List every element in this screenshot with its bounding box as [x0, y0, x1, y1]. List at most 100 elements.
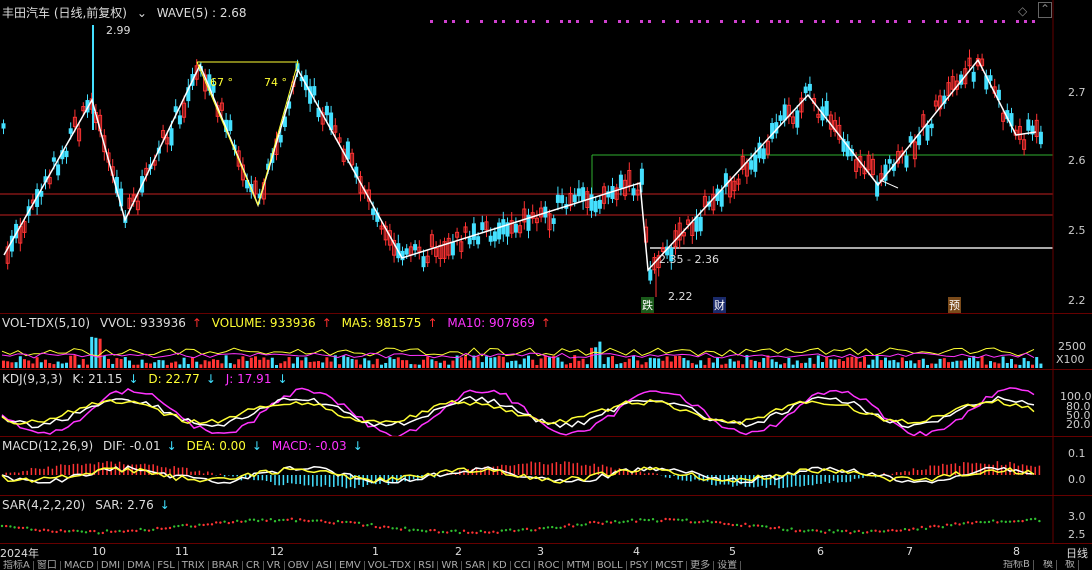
kdj-pane[interactable]: KDJ(9,3,3) K: 21.15 ↓ D: 22.77 ↓ J: 17.91 ↓… [0, 369, 1092, 437]
sar-dot [866, 531, 869, 534]
tab-item[interactable]: EMV [336, 561, 365, 570]
tab-item[interactable]: ASI [313, 561, 336, 570]
volume-bar [1010, 358, 1013, 368]
kdj-chart-canvas[interactable] [0, 370, 1092, 437]
price-chart-canvas[interactable] [0, 0, 1092, 313]
sar-dot [215, 521, 218, 524]
tab-item-right[interactable]: 指标B [1000, 560, 1034, 570]
volume-bar [270, 357, 274, 368]
volume-bar [711, 362, 715, 368]
tab-item[interactable]: WR [438, 561, 463, 570]
sar-dot [5, 524, 8, 528]
sar-dot [954, 522, 957, 525]
event-dot [706, 20, 709, 23]
volume-bar [611, 356, 614, 368]
sar-value: SAR: 2.76 [95, 498, 154, 512]
volume-bar [758, 362, 761, 368]
sar-dot [63, 530, 67, 533]
tab-item[interactable]: VOL-TDX [365, 561, 416, 570]
sar-dot [597, 521, 600, 524]
sar-dot [345, 520, 348, 524]
sar-dot [17, 526, 20, 529]
macd-pane[interactable]: MACD(12,26,9) DIF: -0.01 ↓ DEA: 0.00 ↓ MAC… [0, 436, 1092, 496]
tab-item[interactable]: 窗口 [34, 561, 61, 570]
volume-bar [955, 360, 959, 368]
candle-body [413, 244, 418, 251]
event-marker-forecast[interactable]: 预 [948, 297, 961, 313]
sar-dot [441, 530, 445, 534]
sar-dot [416, 528, 419, 532]
sar-dot [391, 527, 394, 530]
tab-item[interactable]: RSI [415, 561, 439, 570]
volume-bar [581, 358, 585, 368]
volume-chart-canvas[interactable] [0, 314, 1092, 370]
diamond-icon[interactable]: ◇ [1018, 4, 1028, 18]
tab-item[interactable]: DMI [98, 561, 125, 570]
sar-chart-canvas[interactable] [0, 496, 1092, 544]
tab-item[interactable]: 指标A [0, 561, 34, 570]
tab-item[interactable]: TRIX [179, 561, 209, 570]
candle-body [522, 208, 527, 223]
volume-bar [438, 362, 442, 368]
sar-dot [618, 521, 621, 524]
event-marker-financial[interactable]: 财 [713, 297, 726, 313]
volume-bar [98, 338, 102, 368]
candle-body [459, 241, 464, 252]
sar-dot [68, 530, 71, 533]
candle-body [539, 207, 544, 218]
volume-bar [787, 357, 791, 368]
scroll-up-button[interactable]: ⌃ [1038, 2, 1052, 18]
candle-body [933, 100, 938, 107]
tab-item[interactable]: VR [264, 561, 285, 570]
volume-bar [119, 359, 123, 368]
volume-bar [396, 357, 400, 368]
tab-item[interactable]: SAR [462, 561, 490, 570]
tab-item[interactable]: 更多 [687, 561, 715, 570]
sar-dot [420, 529, 424, 532]
candle-body [81, 106, 86, 112]
volume-bar [380, 364, 383, 368]
tab-item[interactable]: BRAR [209, 561, 243, 570]
volume-bar [157, 359, 161, 368]
sar-dot [908, 528, 911, 532]
sar-pane[interactable]: SAR(4,2,2,20) SAR: 2.76 ↓ 3.0 2.5 [0, 495, 1092, 544]
tab-item[interactable]: 设置 [714, 561, 742, 570]
tab-item[interactable]: MACD [61, 561, 98, 570]
tab-item[interactable]: CCI [511, 561, 535, 570]
candle-body [904, 155, 909, 168]
tab-item[interactable]: KD [489, 561, 511, 570]
price-pane[interactable]: 丰田汽车 (日线,前复权) ⌄ WAVE(5) : 2.68 ◇ ⌃ 2.7 2… [0, 0, 1092, 313]
tab-item-right[interactable]: 板 [1062, 560, 1079, 570]
period-label[interactable]: 日线 [1066, 547, 1088, 560]
sar-dot [878, 530, 881, 533]
candle-body [858, 156, 863, 168]
tab-item[interactable]: ROC [535, 561, 564, 570]
volume-bar [405, 360, 409, 368]
tab-item[interactable]: BOLL [594, 561, 627, 570]
chevron-down-icon[interactable]: ⌄ [136, 6, 147, 20]
tab-item[interactable]: MTM [563, 561, 594, 570]
volume-bar [720, 364, 724, 368]
tab-item[interactable]: MCST [652, 561, 688, 570]
volume-bar [291, 363, 295, 368]
volume-pane[interactable]: VOL-TDX(5,10) VVOL: 933936 ↑ VOLUME: 9339… [0, 313, 1092, 370]
tab-item[interactable]: DMA [124, 561, 155, 570]
sar-dot [248, 518, 251, 521]
tab-item[interactable]: FSL [154, 561, 179, 570]
event-dot [546, 20, 549, 23]
candle-body [135, 200, 140, 211]
sar-dot [668, 518, 671, 521]
candle-body [782, 104, 787, 121]
tab-item[interactable]: PSY [627, 561, 653, 570]
sar-dot [845, 529, 848, 532]
tab-item[interactable]: OBV [285, 561, 313, 570]
event-marker-drop[interactable]: 跌 [641, 297, 654, 313]
month-label: 2024年 [0, 547, 39, 560]
macd-chart-canvas[interactable] [0, 437, 1092, 496]
candle-body [576, 188, 581, 197]
volume-bar [233, 364, 236, 368]
tab-item[interactable]: CR [243, 561, 264, 570]
macd-dea-line [1, 466, 1035, 484]
event-dot [980, 20, 983, 23]
tab-item-right[interactable]: 模 [1040, 560, 1057, 570]
